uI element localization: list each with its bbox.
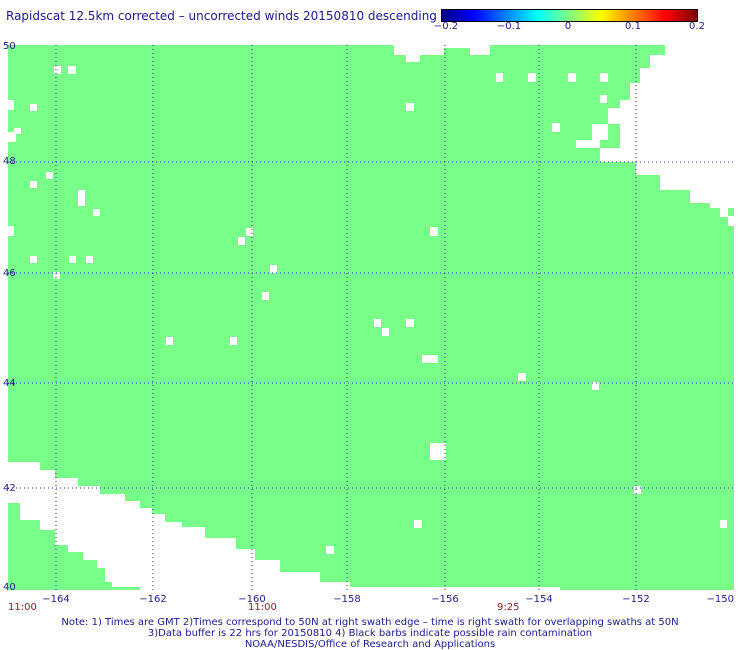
graticule [8, 45, 734, 590]
lat-label: 42 [3, 483, 16, 494]
colorbar-tick-label: 0.1 [625, 21, 641, 32]
lon-label: −164 [42, 594, 69, 605]
lon-label: −162 [139, 594, 166, 605]
swath-time-labels: 11:00 11:00 9:25 [8, 602, 519, 613]
longitude-labels: −164 −162 −160 −158 −156 −154 −152 −150 [42, 594, 734, 605]
lon-label: −156 [431, 594, 458, 605]
lon-label: −154 [525, 594, 552, 605]
lon-label: −150 [707, 594, 734, 605]
lat-label: 48 [3, 156, 16, 167]
footnote-line-1: Note: 1) Times are GMT 2)Times correspon… [61, 617, 679, 628]
colorbar-tick-label: −0.1 [496, 21, 522, 32]
colorbar-tick-label: 0 [564, 21, 572, 32]
swath-coverage [8, 45, 734, 590]
lon-label: −158 [333, 594, 360, 605]
lat-label: 50 [3, 41, 16, 52]
footnote-line-3: NOAA/NESDIS/Office of Research and Appli… [244, 639, 496, 650]
lat-label: 40 [3, 582, 16, 593]
lon-label: −160 [238, 594, 265, 605]
time-label: 9:25 [497, 602, 519, 613]
colorbar-tick-label: 0.2 [689, 21, 705, 32]
lat-label: 44 [3, 378, 16, 389]
footnote-line-2: 3)Data buffer is 22 hrs for 20150810 4) … [147, 628, 593, 639]
time-label: 11:00 [248, 602, 277, 613]
colorbar-tick-label: −0.2 [433, 21, 459, 32]
lon-label: −152 [622, 594, 649, 605]
missing-data-cells [8, 66, 734, 554]
lat-label: 46 [3, 268, 16, 279]
time-label: 11:00 [8, 602, 37, 613]
page-title: Rapidscat 12.5km corrected – uncorrected… [6, 9, 437, 23]
latitude-labels: 50 48 46 44 42 40 [3, 41, 16, 593]
colorbar [441, 9, 698, 22]
